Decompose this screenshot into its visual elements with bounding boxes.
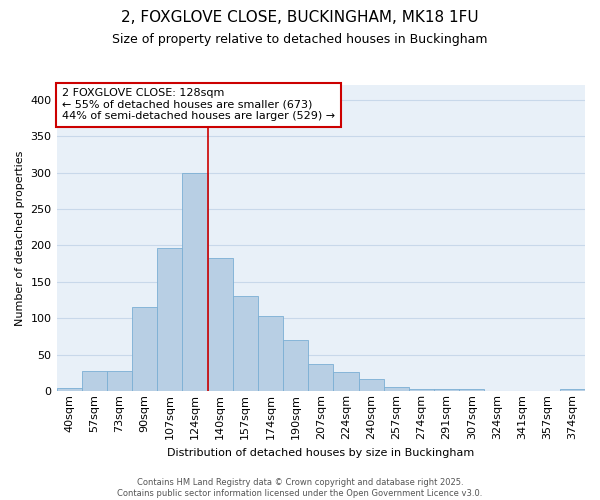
Bar [258,316,283,392]
Bar [132,308,157,392]
Bar [308,364,334,392]
Bar [334,372,359,392]
Bar [509,390,535,392]
Bar [359,379,383,392]
Y-axis label: Number of detached properties: Number of detached properties [15,150,25,326]
Bar [82,371,107,392]
Text: 2, FOXGLOVE CLOSE, BUCKINGHAM, MK18 1FU: 2, FOXGLOVE CLOSE, BUCKINGHAM, MK18 1FU [121,10,479,25]
Bar [182,172,208,392]
Bar [56,388,82,392]
Bar [560,389,585,392]
Bar [409,389,434,392]
Text: 2 FOXGLOVE CLOSE: 128sqm
← 55% of detached houses are smaller (673)
44% of semi-: 2 FOXGLOVE CLOSE: 128sqm ← 55% of detach… [62,88,335,122]
Text: Size of property relative to detached houses in Buckingham: Size of property relative to detached ho… [112,32,488,46]
Bar [383,387,409,392]
Bar [107,371,132,392]
Bar [434,389,459,392]
Bar [208,258,233,392]
Bar [233,296,258,392]
Bar [283,340,308,392]
Bar [459,389,484,392]
Bar [157,248,182,392]
Text: Contains HM Land Registry data © Crown copyright and database right 2025.
Contai: Contains HM Land Registry data © Crown c… [118,478,482,498]
X-axis label: Distribution of detached houses by size in Buckingham: Distribution of detached houses by size … [167,448,475,458]
